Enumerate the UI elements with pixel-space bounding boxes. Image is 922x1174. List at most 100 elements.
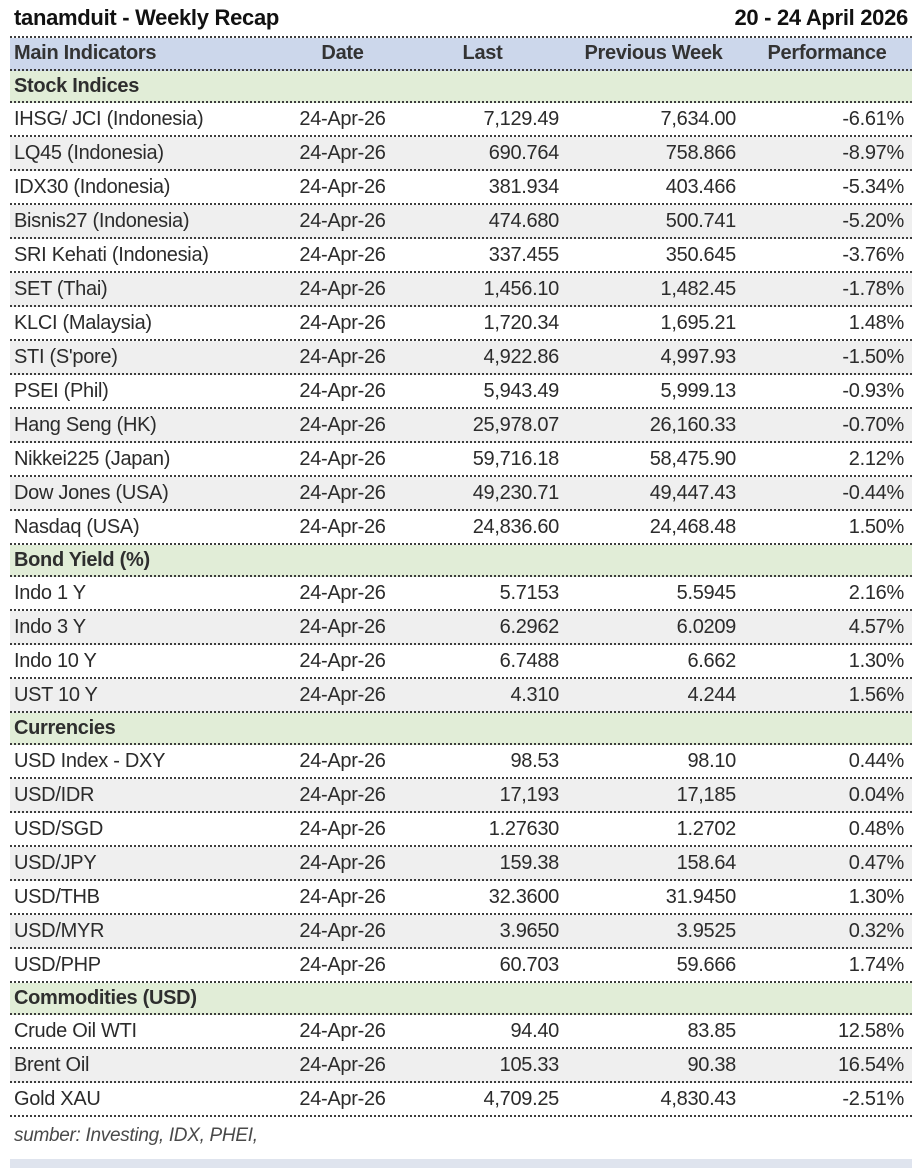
cell-date: 24-Apr-26 bbox=[299, 750, 386, 772]
cell-last: 474.680 bbox=[488, 210, 560, 232]
cell-performance: -6.61% bbox=[842, 108, 904, 130]
cell-indicator: Indo 10 Y bbox=[14, 650, 97, 672]
table-row: IHSG/ JCI (Indonesia) 24-Apr-26 7,129.49… bbox=[10, 103, 912, 137]
cell-date: 24-Apr-26 bbox=[299, 920, 386, 942]
cell-performance: -0.44% bbox=[842, 482, 904, 504]
cell-date: 24-Apr-26 bbox=[299, 210, 386, 232]
cell-date: 24-Apr-26 bbox=[299, 852, 386, 874]
section-title: Commodities (USD) bbox=[14, 987, 197, 1009]
cell-previous-week: 98.10 bbox=[687, 750, 736, 772]
cell-indicator: USD/SGD bbox=[14, 818, 104, 840]
table-body: Stock Indices IHSG/ JCI (Indonesia) 24-A… bbox=[0, 71, 922, 1117]
cell-previous-week: 24,468.48 bbox=[649, 516, 737, 538]
table-row: Brent Oil 24-Apr-26 105.33 90.38 16.54% bbox=[10, 1049, 912, 1083]
cell-indicator: PSEI (Phil) bbox=[14, 380, 109, 402]
table-row: Hang Seng (HK) 24-Apr-26 25,978.07 26,16… bbox=[10, 409, 912, 443]
cell-date: 24-Apr-26 bbox=[299, 346, 386, 368]
table-row: SET (Thai) 24-Apr-26 1,456.10 1,482.45 -… bbox=[10, 273, 912, 307]
cell-indicator: SRI Kehati (Indonesia) bbox=[14, 244, 209, 266]
cell-performance: 0.48% bbox=[848, 818, 905, 840]
section-header-row: Currencies bbox=[10, 713, 912, 745]
table-row: KLCI (Malaysia) 24-Apr-26 1,720.34 1,695… bbox=[10, 307, 912, 341]
cell-previous-week: 1.2702 bbox=[676, 818, 737, 840]
cell-previous-week: 5.5945 bbox=[676, 582, 737, 604]
cell-previous-week: 403.466 bbox=[665, 176, 737, 198]
cell-date: 24-Apr-26 bbox=[299, 448, 386, 470]
cell-indicator: Indo 1 Y bbox=[14, 582, 86, 604]
cell-previous-week: 6.0209 bbox=[676, 616, 737, 638]
cell-previous-week: 90.38 bbox=[687, 1054, 736, 1076]
cell-previous-week: 83.85 bbox=[687, 1020, 736, 1042]
cell-performance: 0.04% bbox=[848, 784, 905, 806]
cell-last: 25,978.07 bbox=[472, 414, 560, 436]
cell-last: 5.7153 bbox=[499, 582, 560, 604]
cell-indicator: USD/JPY bbox=[14, 852, 97, 874]
cell-previous-week: 4.244 bbox=[687, 684, 736, 706]
cell-performance: -1.78% bbox=[842, 278, 904, 300]
cell-performance: 2.12% bbox=[848, 448, 905, 470]
cell-date: 24-Apr-26 bbox=[299, 886, 386, 908]
table-row: USD Index - DXY 24-Apr-26 98.53 98.10 0.… bbox=[10, 745, 912, 779]
table-row: SRI Kehati (Indonesia) 24-Apr-26 337.455… bbox=[10, 239, 912, 273]
table-row: USD/THB 24-Apr-26 32.3600 31.9450 1.30% bbox=[10, 881, 912, 915]
cell-performance: 1.50% bbox=[848, 516, 905, 538]
cell-indicator: Brent Oil bbox=[14, 1054, 90, 1076]
column-header-previous-week: Previous Week bbox=[584, 42, 723, 64]
cell-previous-week: 59.666 bbox=[676, 954, 737, 976]
cell-performance: 4.57% bbox=[848, 616, 905, 638]
cell-last: 7,129.49 bbox=[483, 108, 560, 130]
cell-last: 6.7488 bbox=[499, 650, 560, 672]
cell-previous-week: 4,997.93 bbox=[660, 346, 737, 368]
cell-last: 98.53 bbox=[510, 750, 559, 772]
column-header-performance: Performance bbox=[767, 42, 887, 64]
table-row: Indo 1 Y 24-Apr-26 5.7153 5.5945 2.16% bbox=[10, 577, 912, 611]
cell-performance: -0.93% bbox=[842, 380, 904, 402]
cell-indicator: Indo 3 Y bbox=[14, 616, 86, 638]
table-row: UST 10 Y 24-Apr-26 4.310 4.244 1.56% bbox=[10, 679, 912, 713]
cell-last: 4,709.25 bbox=[483, 1088, 560, 1110]
cell-indicator: USD/IDR bbox=[14, 784, 95, 806]
cell-date: 24-Apr-26 bbox=[299, 784, 386, 806]
cell-date: 24-Apr-26 bbox=[299, 380, 386, 402]
cell-previous-week: 31.9450 bbox=[665, 886, 737, 908]
table-row: Crude Oil WTI 24-Apr-26 94.40 83.85 12.5… bbox=[10, 1015, 912, 1049]
table-row: Dow Jones (USA) 24-Apr-26 49,230.71 49,4… bbox=[10, 477, 912, 511]
cell-performance: 1.56% bbox=[848, 684, 905, 706]
cell-indicator: USD/THB bbox=[14, 886, 100, 908]
section-title: Bond Yield (%) bbox=[14, 549, 150, 571]
cell-previous-week: 49,447.43 bbox=[649, 482, 737, 504]
cell-last: 381.934 bbox=[488, 176, 560, 198]
cell-date: 24-Apr-26 bbox=[299, 108, 386, 130]
cell-performance: -1.50% bbox=[842, 346, 904, 368]
cell-date: 24-Apr-26 bbox=[299, 482, 386, 504]
table-row: USD/PHP 24-Apr-26 60.703 59.666 1.74% bbox=[10, 949, 912, 983]
table-row: Nasdaq (USA) 24-Apr-26 24,836.60 24,468.… bbox=[10, 511, 912, 545]
cell-last: 59,716.18 bbox=[472, 448, 560, 470]
cell-last: 337.455 bbox=[488, 244, 560, 266]
cell-performance: 1.30% bbox=[848, 650, 905, 672]
cell-date: 24-Apr-26 bbox=[299, 582, 386, 604]
cell-indicator: STI (S'pore) bbox=[14, 346, 118, 368]
cell-date: 24-Apr-26 bbox=[299, 312, 386, 334]
cell-indicator: KLCI (Malaysia) bbox=[14, 312, 152, 334]
report-date-range: 20 - 24 April 2026 bbox=[734, 5, 908, 30]
cell-indicator: USD/MYR bbox=[14, 920, 105, 942]
table-row: Gold XAU 24-Apr-26 4,709.25 4,830.43 -2.… bbox=[10, 1083, 912, 1117]
table-row: Indo 3 Y 24-Apr-26 6.2962 6.0209 4.57% bbox=[10, 611, 912, 645]
cell-previous-week: 158.64 bbox=[676, 852, 737, 874]
cell-date: 24-Apr-26 bbox=[299, 142, 386, 164]
table-row: USD/MYR 24-Apr-26 3.9650 3.9525 0.32% bbox=[10, 915, 912, 949]
cell-date: 24-Apr-26 bbox=[299, 414, 386, 436]
cell-performance: -2.51% bbox=[842, 1088, 904, 1110]
column-header-date: Date bbox=[321, 42, 364, 64]
section-header-row: Commodities (USD) bbox=[10, 983, 912, 1015]
cell-indicator: USD/PHP bbox=[14, 954, 101, 976]
table-row: IDX30 (Indonesia) 24-Apr-26 381.934 403.… bbox=[10, 171, 912, 205]
cell-last: 49,230.71 bbox=[472, 482, 560, 504]
cell-date: 24-Apr-26 bbox=[299, 176, 386, 198]
cell-performance: -3.76% bbox=[842, 244, 904, 266]
cell-previous-week: 3.9525 bbox=[676, 920, 737, 942]
cell-last: 32.3600 bbox=[488, 886, 560, 908]
cell-previous-week: 26,160.33 bbox=[649, 414, 737, 436]
cell-date: 24-Apr-26 bbox=[299, 954, 386, 976]
